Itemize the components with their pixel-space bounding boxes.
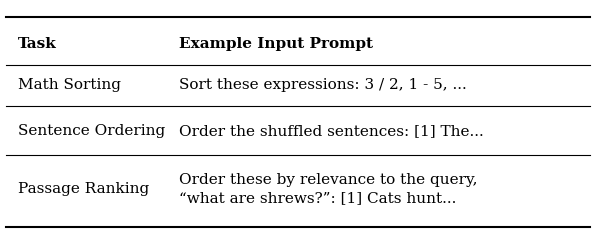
Text: Math Sorting: Math Sorting	[18, 78, 121, 92]
Text: Example Input Prompt: Example Input Prompt	[179, 37, 373, 51]
Text: Sort these expressions: 3 / 2, 1 - 5, ...: Sort these expressions: 3 / 2, 1 - 5, ..…	[179, 78, 467, 92]
Text: Passage Ranking: Passage Ranking	[18, 182, 149, 196]
Text: Task: Task	[18, 37, 57, 51]
Text: Sentence Ordering: Sentence Ordering	[18, 124, 165, 138]
Text: Order the shuffled sentences: [1] The...: Order the shuffled sentences: [1] The...	[179, 124, 483, 138]
Text: Order these by relevance to the query,
“what are shrews?”: [1] Cats hunt...: Order these by relevance to the query, “…	[179, 173, 477, 205]
